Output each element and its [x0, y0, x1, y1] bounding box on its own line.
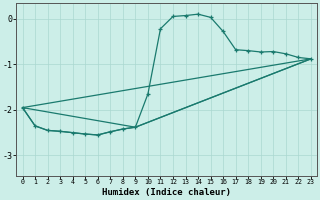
X-axis label: Humidex (Indice chaleur): Humidex (Indice chaleur): [102, 188, 231, 197]
